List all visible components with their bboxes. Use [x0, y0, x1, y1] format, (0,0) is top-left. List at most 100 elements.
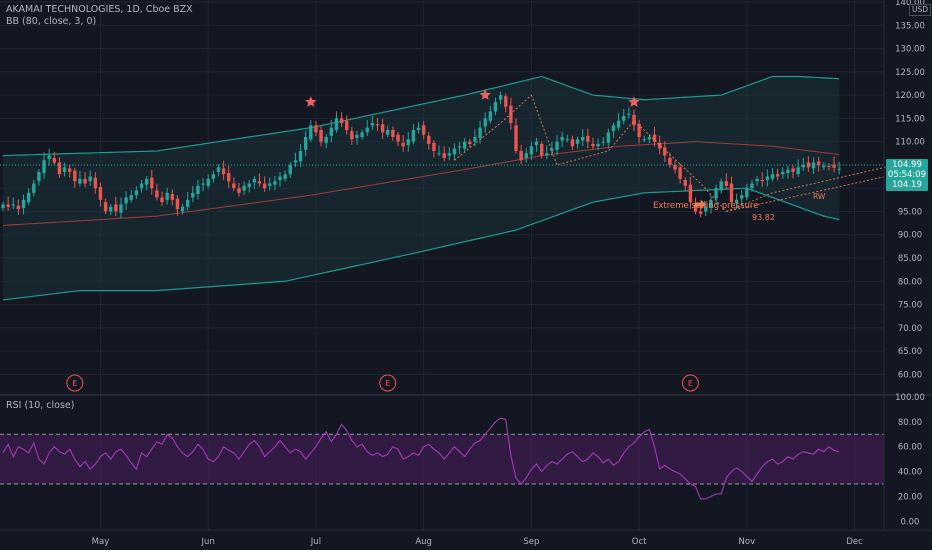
candle-body: [498, 95, 503, 100]
candle-body: [57, 162, 62, 175]
candle-body: [545, 153, 549, 156]
candle-body: [47, 155, 51, 160]
candle-body: [627, 113, 631, 115]
candle-body: [227, 173, 231, 182]
candle-body: [796, 167, 800, 175]
candle-body: [206, 178, 210, 186]
candle-body: [647, 136, 652, 140]
candle-body: [242, 185, 246, 191]
candle-body: [339, 118, 344, 124]
currency-badge[interactable]: USD: [909, 4, 932, 16]
candle-body: [437, 153, 441, 155]
candle-body: [781, 171, 785, 175]
candle-body: [555, 141, 559, 150]
candle-body: [391, 130, 395, 137]
countdown-tag: 05:54:09: [886, 169, 928, 182]
close-price-tag: 104.19: [886, 179, 928, 192]
candle-body: [309, 125, 313, 140]
candle-body: [519, 150, 523, 161]
candle-body: [155, 190, 159, 198]
star-marker: [628, 96, 640, 107]
time-tick-label: Jul: [310, 537, 321, 547]
candle-body: [421, 125, 426, 135]
candle-body: [139, 183, 144, 189]
symbol-title[interactable]: AKAMAI TECHNOLOGIES, 1D, Cboe BZX: [6, 4, 193, 15]
trend-lines: [454, 94, 886, 212]
candle-body: [247, 183, 251, 188]
candle-body: [596, 143, 600, 147]
candle-body: [165, 192, 169, 200]
price-tick-label: 65.00: [898, 347, 922, 357]
rsi-tick-label: 20.00: [898, 492, 922, 502]
candle-body: [21, 199, 26, 208]
candle-body: [657, 142, 662, 149]
candle-body: [211, 174, 216, 179]
bollinger-bands: [2, 75, 840, 301]
earnings-marker: [681, 374, 699, 392]
candle-body: [201, 183, 205, 185]
candle-body: [175, 198, 180, 210]
candle-body: [78, 178, 82, 184]
candle-body: [724, 181, 729, 186]
candle-body: [611, 125, 616, 132]
candle-body: [386, 130, 390, 135]
rsi-legend[interactable]: RSI (10, close): [6, 400, 75, 411]
candle-body: [447, 153, 452, 156]
candle-body: [427, 135, 431, 144]
pressure-arrow: [694, 199, 706, 210]
candle-body: [324, 136, 328, 143]
earnings-marker: [379, 374, 397, 392]
candle-body: [729, 183, 734, 203]
candle-body: [257, 181, 262, 184]
candle-body: [314, 125, 318, 133]
candle-body: [293, 160, 298, 163]
candle-body: [6, 204, 10, 207]
candle-body: [688, 184, 693, 203]
candle-body: [740, 195, 744, 199]
bollinger-upper: [2, 75, 840, 157]
candle-body: [160, 197, 164, 203]
candle-body: [52, 157, 56, 163]
candle-body: [709, 199, 713, 208]
candlesticks: [1, 91, 841, 219]
candle-body: [575, 139, 580, 144]
candle-body: [278, 176, 282, 181]
candle-body: [775, 174, 780, 177]
candle-body: [765, 176, 770, 181]
candle-body: [432, 142, 436, 151]
candle-body: [37, 171, 41, 182]
candle-body: [606, 132, 611, 143]
candle-body: [134, 190, 139, 196]
candle-body: [298, 150, 303, 162]
candle-body: [755, 178, 759, 182]
candle-body: [493, 102, 498, 112]
candle-body: [114, 204, 118, 212]
price-tick-label: 125.00: [895, 68, 925, 78]
bollinger-legend[interactable]: BB (80, close, 3, 0): [6, 16, 97, 27]
candle-body: [678, 167, 682, 179]
candle-body: [345, 120, 349, 131]
candle-body: [93, 177, 98, 189]
candle-body: [734, 199, 739, 204]
candle-body: [319, 130, 323, 142]
candle-body: [288, 164, 292, 175]
candle-body: [529, 146, 534, 155]
candle-body: [801, 164, 805, 168]
candle-body: [827, 165, 831, 167]
price-tick-label: 120.00: [895, 91, 925, 101]
candle-body: [750, 183, 754, 189]
candle-body: [109, 206, 113, 212]
candle-body: [719, 181, 723, 191]
candle-body: [216, 167, 221, 172]
candle-body: [83, 178, 87, 184]
time-tick-label: Jun: [201, 537, 215, 547]
candle-body: [129, 195, 133, 200]
candle-body: [463, 141, 467, 149]
candle-body: [262, 183, 267, 189]
candle-body: [473, 136, 477, 142]
candle-body: [565, 139, 569, 141]
candle-body: [67, 168, 72, 172]
star-marker: [305, 96, 317, 107]
